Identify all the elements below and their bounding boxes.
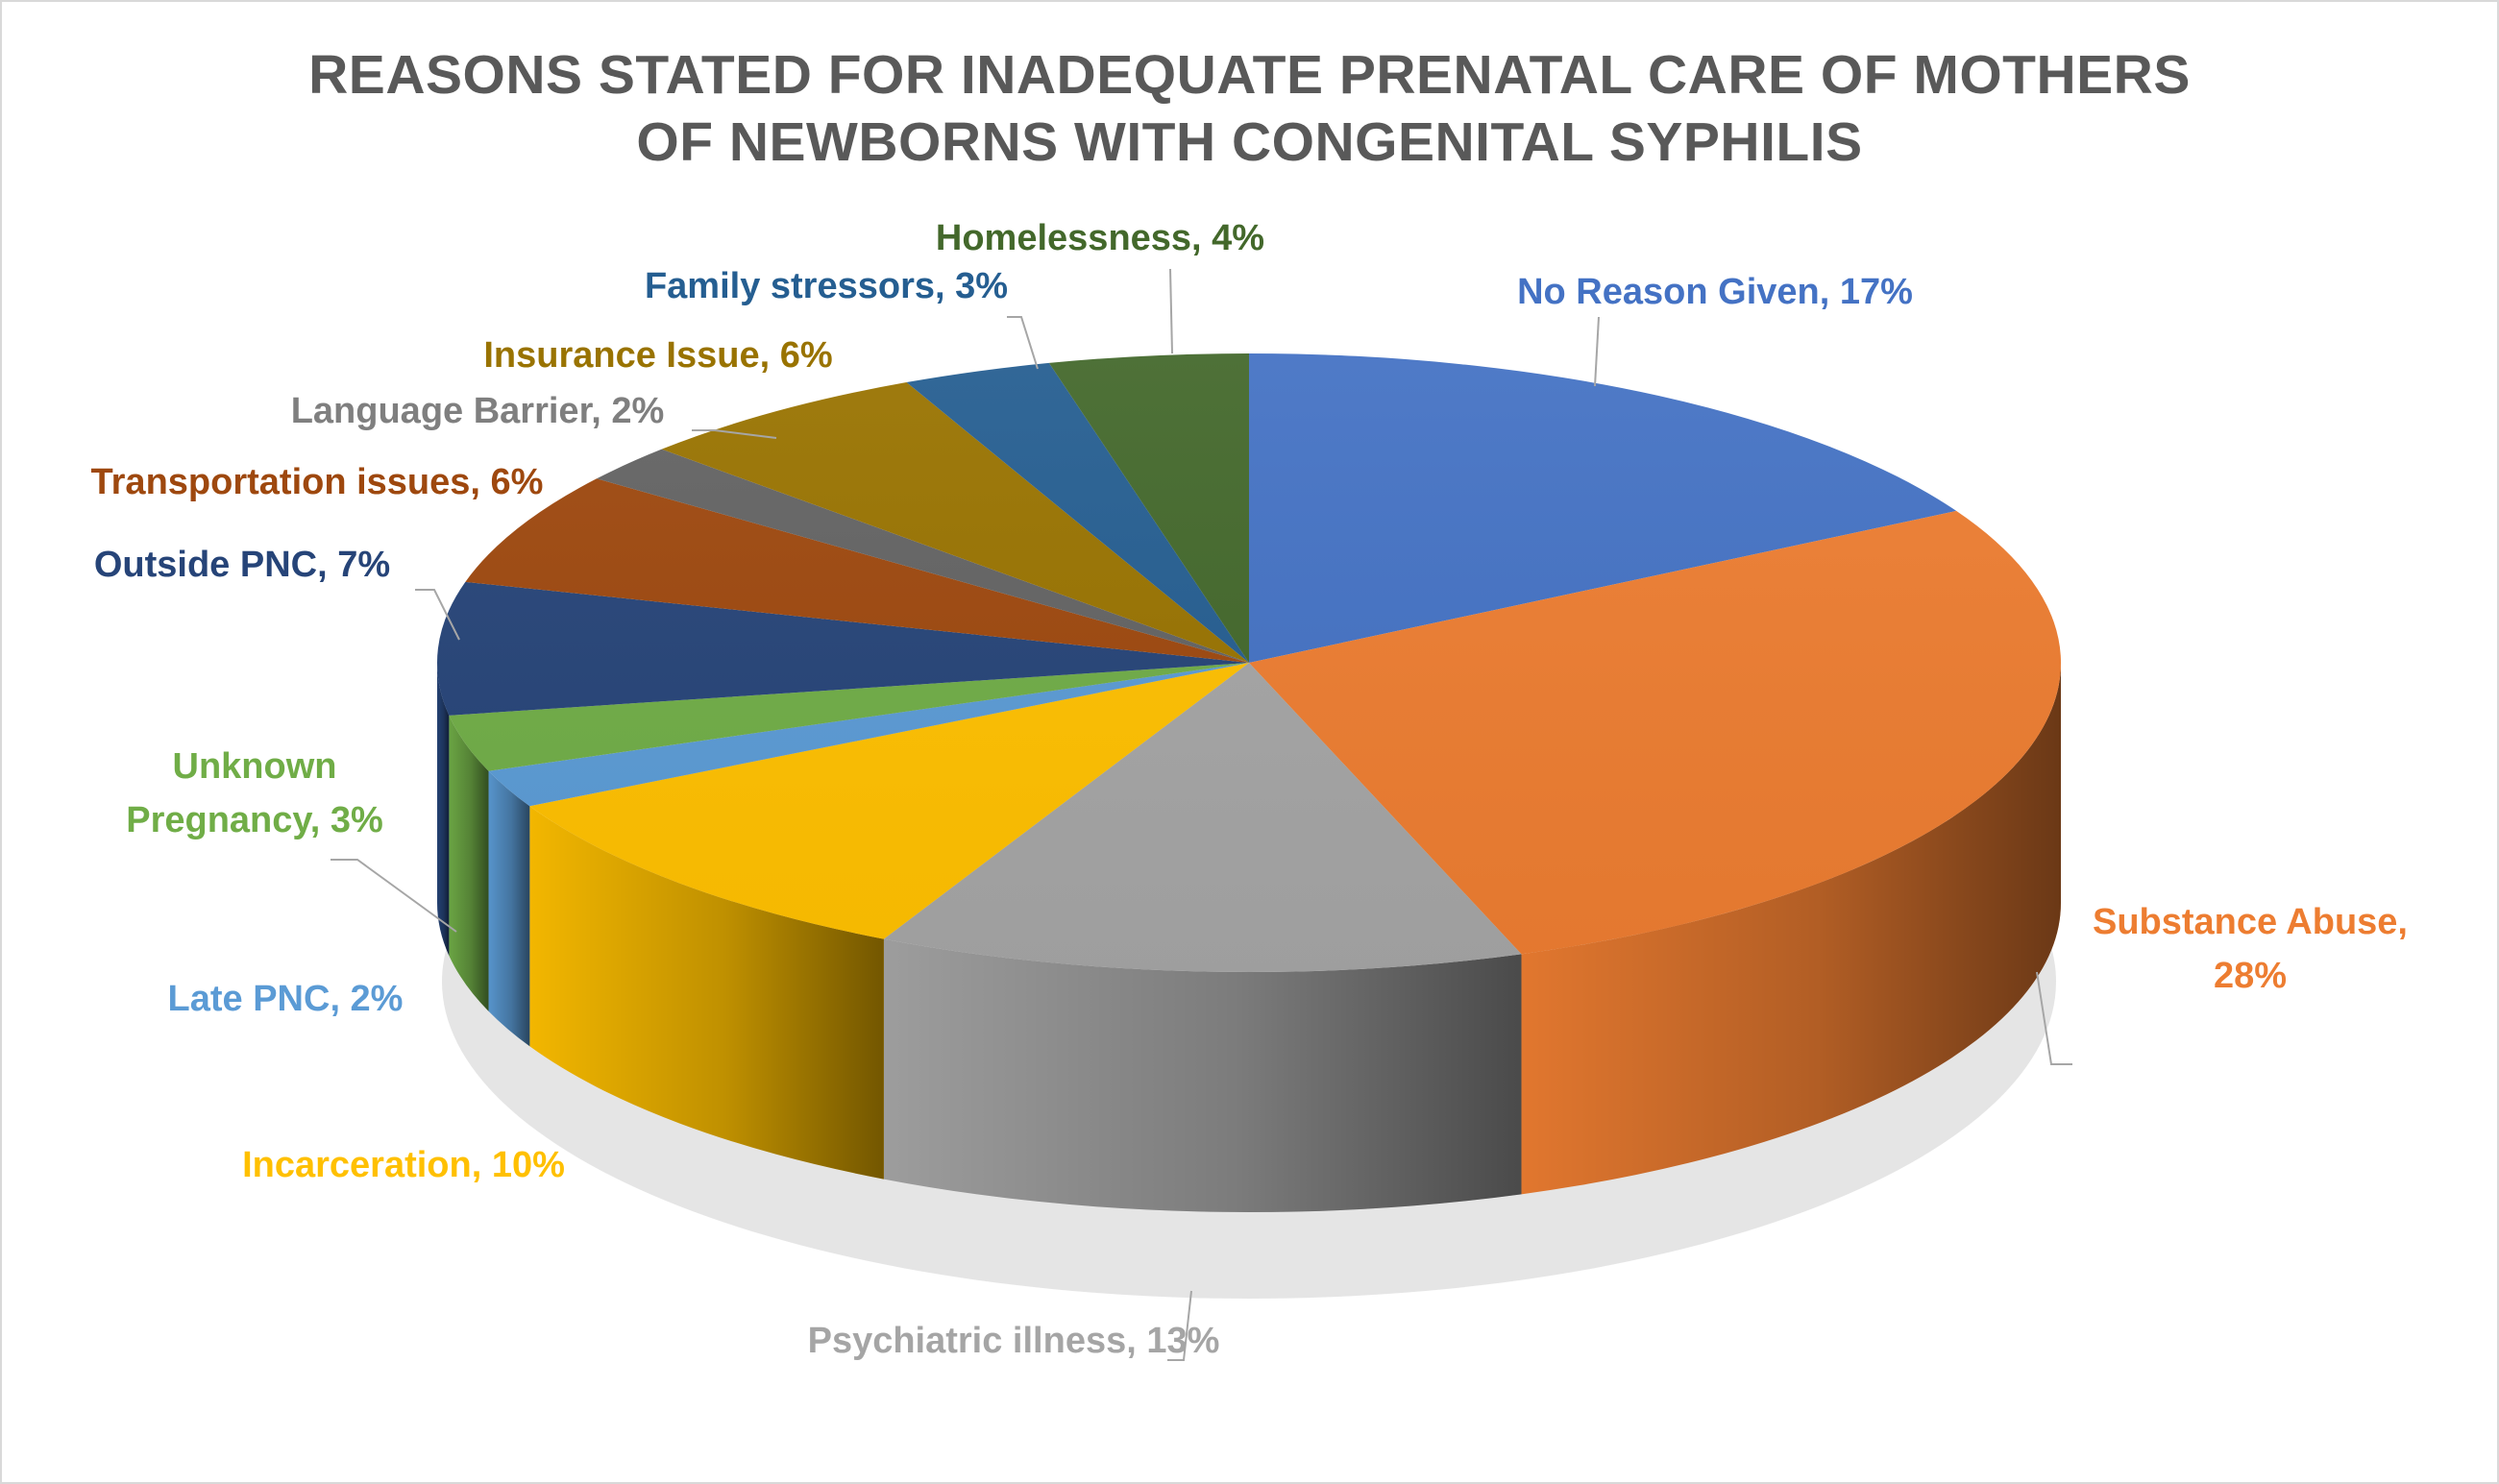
chart-title-line-2: OF NEWBORNS WITH CONGENITAL SYPHILIS [636,110,1863,173]
leader-line-substance-abuse [2036,971,2072,1065]
chart-title: REASONS STATED FOR INADEQUATE PRENATAL C… [0,42,2499,176]
data-label-psychiatric-illness: Psychiatric illness, 13% [808,1321,1220,1361]
leader-line-homelessness [1169,268,1173,354]
leader-lines [331,268,2072,1361]
data-label-outside-pnc: Outside PNC, 7% [94,545,390,585]
leader-line-family-stressors [1007,316,1039,370]
leader-line-unknown-pregnancy [331,859,457,933]
data-label-late-pnc: Late PNC, 2% [168,979,404,1019]
data-label-no-reason-given: No Reason Given, 17% [1517,272,1913,312]
leader-line-language-barrier [692,429,777,439]
slice-side-shade-psychiatric-illness [883,938,1522,1213]
pie-top-sheen [437,353,2061,972]
leader-line-outside-pnc [415,589,460,641]
slice-side-shade-unknown-pregnancy [449,715,489,1011]
leader-line-no-reason-given [1594,316,1600,387]
data-label-homelessness: Homelessness, 4% [936,218,1264,258]
data-label-language-barrier: Language Barrier, 2% [291,391,665,431]
leader-line-psychiatric-illness [1167,1290,1192,1361]
slice-side-shade-late-pnc [488,770,530,1047]
chart-title-line-1: REASONS STATED FOR INADEQUATE PRENATAL C… [308,44,2191,106]
pie-tops [436,353,2061,972]
data-labels: No Reason Given, 17% Substance Abuse, 28% P… [91,218,2408,1361]
data-label-unknown-pregnancy: Unknown Pregnancy, 3% [126,746,383,840]
slice-side-shade-outside-pnc [437,663,450,956]
data-label-insurance-issue: Insurance Issue, 6% [483,335,832,376]
data-label-family-stressors: Family stressors, 3% [645,266,1008,306]
data-label-transportation-issues: Transportation issues, 6% [91,462,544,502]
data-label-incarceration: Incarceration, 10% [242,1145,565,1185]
pie-sides [437,663,2061,1213]
slice-side-shade-substance-abuse [1521,663,2061,1195]
slice-side-shade-incarceration [529,806,884,1180]
data-label-substance-abuse: Substance Abuse, 28% [2093,902,2408,996]
